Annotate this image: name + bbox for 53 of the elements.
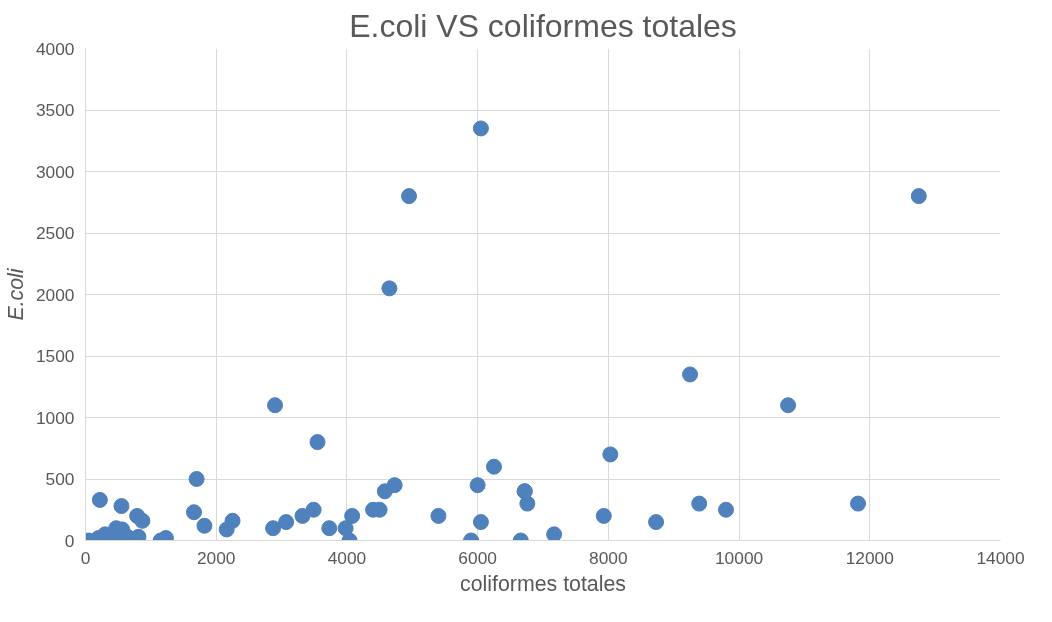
point <box>376 483 393 500</box>
point <box>780 397 797 414</box>
x-axis-title: coliformes totales <box>460 571 626 596</box>
y-tick-label: 4000 <box>35 38 75 59</box>
x-tick-label: 4000 <box>327 547 367 568</box>
point <box>91 491 108 508</box>
point <box>595 507 612 524</box>
point <box>910 188 927 205</box>
point <box>682 366 699 383</box>
x-tick-label: 14000 <box>976 547 1025 568</box>
y-axis-title: E.coli <box>3 267 28 321</box>
x-tick-label: 2000 <box>196 547 236 568</box>
point <box>469 477 486 494</box>
x-tick-label: 10000 <box>714 547 764 568</box>
point <box>718 501 734 518</box>
y-tick-label: 0 <box>64 530 75 551</box>
point <box>185 504 202 521</box>
point <box>113 498 130 515</box>
point <box>691 495 708 512</box>
point <box>196 517 213 534</box>
point <box>267 397 284 414</box>
point <box>134 512 151 529</box>
chart-title: E.coli VS coliformes totales <box>349 7 737 44</box>
point <box>648 514 665 531</box>
point <box>472 120 489 137</box>
y-tick-label: 1000 <box>35 407 75 428</box>
point <box>472 514 489 531</box>
point <box>224 512 241 529</box>
y-tick-label: 1500 <box>35 346 75 366</box>
point <box>401 188 418 205</box>
point <box>188 471 205 487</box>
point <box>344 507 361 524</box>
y-tick-label: 2500 <box>35 223 75 243</box>
point <box>602 446 619 463</box>
point <box>278 514 295 531</box>
y-tick-label: 3500 <box>35 100 75 120</box>
x-tick-label: 8000 <box>589 547 628 568</box>
point <box>850 495 867 512</box>
point <box>337 520 354 537</box>
point <box>485 458 502 475</box>
y-tick-label: 2000 <box>35 284 75 305</box>
point <box>321 520 338 537</box>
point <box>430 507 447 524</box>
point <box>381 280 398 297</box>
point <box>546 526 563 541</box>
point <box>305 501 322 518</box>
point <box>309 434 326 451</box>
y-tick-label: 3000 <box>35 161 75 182</box>
point <box>265 520 282 537</box>
x-tick-label: 0 <box>80 547 91 568</box>
y-tick-label: 500 <box>45 469 75 489</box>
x-tick-label: 6000 <box>458 547 497 568</box>
x-tick-label: 12000 <box>845 547 894 568</box>
